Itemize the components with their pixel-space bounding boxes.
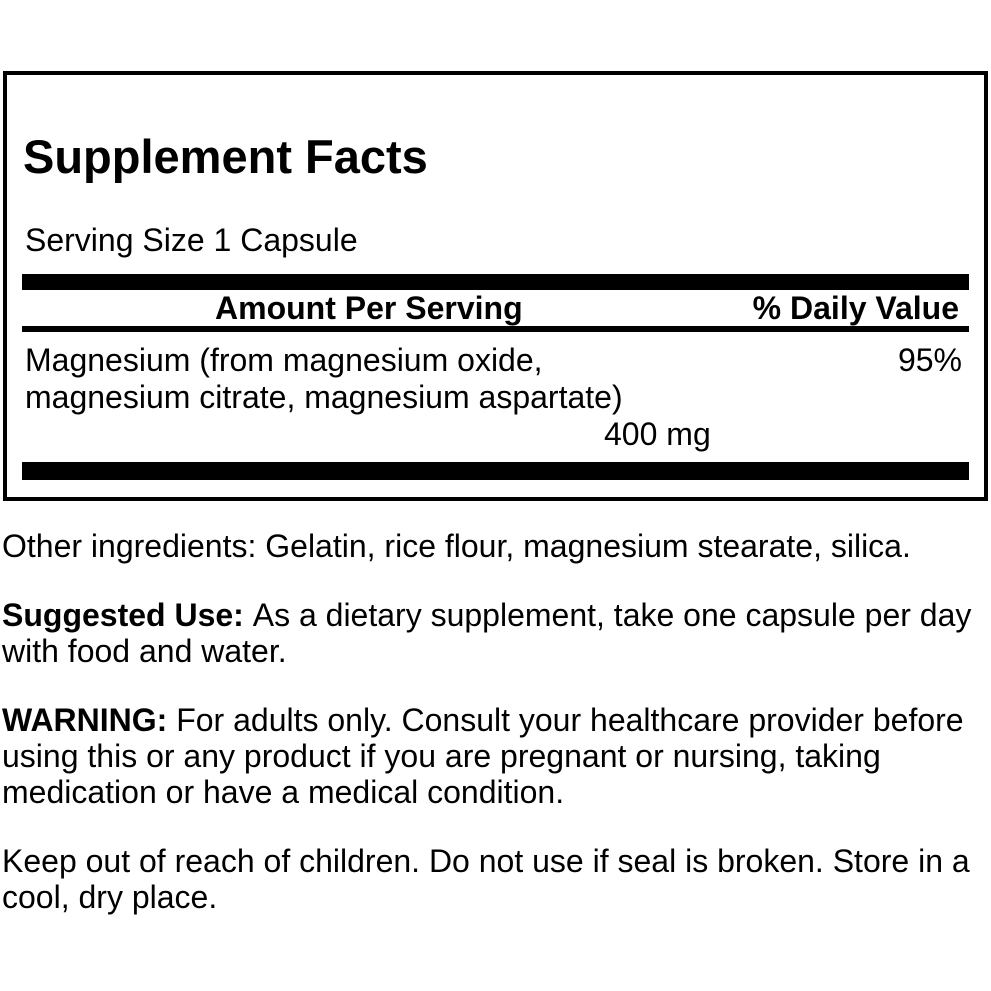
column-header-amount: Amount Per Serving bbox=[215, 289, 523, 326]
top-thick-rule bbox=[22, 274, 969, 290]
panel-title: Supplement Facts bbox=[23, 130, 428, 183]
storage-text: Keep out of reach of children. Do not us… bbox=[2, 843, 970, 915]
nutrient-amount: 400 mg bbox=[604, 416, 711, 452]
table-row: Magnesium (from magnesium oxide, magnesi… bbox=[25, 342, 984, 416]
suggested-use-lead: Suggested Use: bbox=[2, 597, 244, 633]
suggested-use-paragraph: Suggested Use: As a dietary supplement, t… bbox=[2, 597, 990, 669]
warning-lead: WARNING: bbox=[2, 702, 168, 738]
label-info-text: Other ingredients: Gelatin, rice flour, … bbox=[2, 528, 990, 948]
storage-paragraph: Keep out of reach of children. Do not us… bbox=[2, 843, 990, 915]
warning-paragraph: WARNING: For adults only. Consult your he… bbox=[2, 702, 990, 810]
supplement-facts-panel: Supplement Facts Serving Size 1 Capsule … bbox=[3, 71, 988, 501]
nutrient-name: Magnesium (from magnesium oxide, magnesi… bbox=[25, 342, 623, 415]
serving-size: Serving Size 1 Capsule bbox=[25, 222, 358, 258]
other-ingredients-text: Other ingredients: Gelatin, rice flour, … bbox=[2, 528, 911, 564]
column-header-daily-value: % Daily Value bbox=[752, 289, 959, 326]
warning-text: For adults only. Consult your healthcare… bbox=[2, 702, 964, 810]
header-underline-rule bbox=[22, 326, 969, 332]
other-ingredients-paragraph: Other ingredients: Gelatin, rice flour, … bbox=[2, 528, 990, 564]
suggested-use-text: As a dietary supplement, take one capsul… bbox=[2, 597, 972, 669]
nutrient-daily-value: 95% bbox=[897, 342, 962, 378]
bottom-thick-rule bbox=[22, 462, 969, 480]
table-header-row: Amount Per Serving % Daily Value bbox=[22, 290, 969, 326]
